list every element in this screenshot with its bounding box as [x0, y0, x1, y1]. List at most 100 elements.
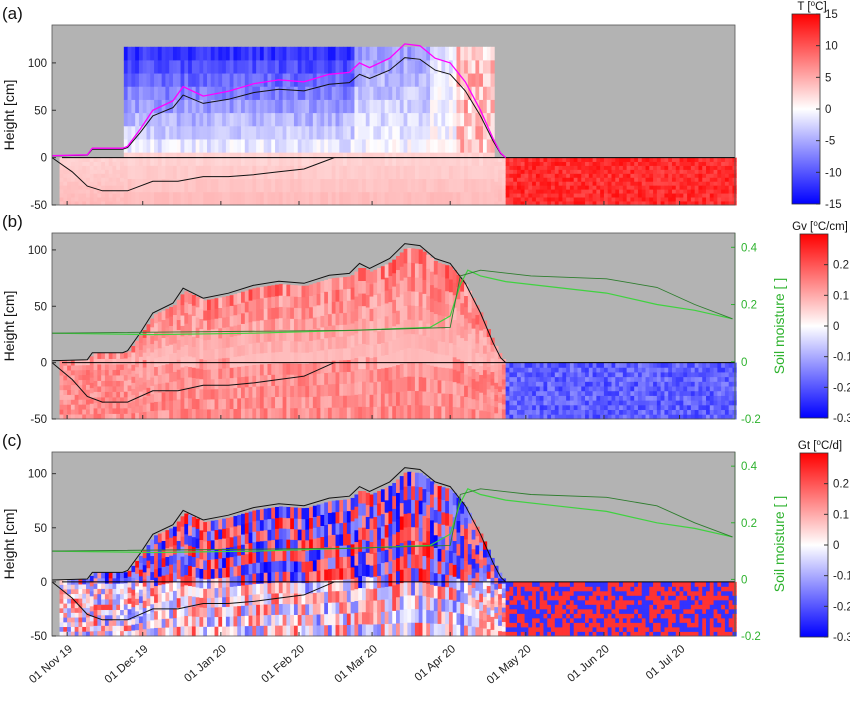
- panel-label: (a): [2, 4, 23, 23]
- heatmap-cell: [467, 99, 473, 114]
- heatmap-cell: [101, 181, 106, 186]
- heatmap-cell: [207, 521, 212, 532]
- heatmap-cell: [414, 125, 420, 140]
- heatmap-cell: [721, 165, 726, 170]
- heatmap-cell: [138, 602, 144, 610]
- heatmap-cell: [131, 191, 136, 206]
- heatmap-cell: [426, 178, 431, 193]
- heatmap-cell: [479, 112, 484, 127]
- heatmap-cell: [668, 157, 673, 162]
- heatmap-cell: [67, 399, 72, 405]
- heatmap-cell: [218, 46, 223, 61]
- heatmap-cell: [275, 86, 280, 100]
- heatmap-cell: [63, 389, 68, 395]
- heatmap-cell: [172, 626, 178, 637]
- heatmap-cell: [146, 403, 151, 412]
- heatmap-cell: [471, 46, 476, 61]
- heatmap-cell: [305, 330, 310, 342]
- heatmap-cell: [233, 125, 238, 140]
- heatmap-cell: [233, 304, 238, 316]
- heatmap-cell: [418, 390, 423, 406]
- heatmap-cell: [199, 529, 204, 541]
- heatmap-cell: [422, 391, 427, 406]
- heatmap-cell: [619, 165, 624, 170]
- heatmap-cell: [724, 169, 730, 174]
- heatmap-cell: [724, 372, 730, 378]
- heatmap-cell: [520, 362, 525, 368]
- heatmap-cell: [690, 177, 696, 182]
- heatmap-cell: [138, 615, 144, 624]
- heatmap-cell: [282, 125, 287, 140]
- heatmap-cell: [694, 201, 699, 206]
- heatmap-cell: [430, 338, 435, 353]
- heatmap-cell: [188, 112, 193, 127]
- heatmap-cell: [89, 165, 94, 170]
- heatmap-cell: [78, 607, 83, 613]
- heatmap-cell: [619, 395, 624, 401]
- heatmap-cell: [89, 366, 94, 373]
- heatmap-cell: [203, 399, 208, 410]
- heatmap-cell: [59, 375, 64, 381]
- heatmap-cell: [403, 59, 408, 74]
- heatmap-cell: [509, 185, 514, 190]
- heatmap-cell: [482, 345, 488, 354]
- heatmap-cell: [101, 391, 106, 398]
- heatmap-cell: [59, 380, 64, 386]
- heatmap-cell: [312, 328, 318, 341]
- heatmap-cell: [293, 340, 299, 353]
- heatmap-cell: [430, 178, 435, 193]
- heatmap-cell: [210, 308, 215, 320]
- heatmap-cell: [505, 400, 510, 406]
- heatmap-cell: [377, 305, 382, 319]
- heatmap-cell: [365, 356, 370, 370]
- heatmap-cell: [123, 139, 129, 153]
- heatmap-cell: [482, 377, 488, 387]
- heatmap-cell: [248, 594, 253, 606]
- heatmap-cell: [176, 569, 181, 580]
- heatmap-cell: [694, 376, 699, 382]
- heatmap-cell: [653, 367, 658, 373]
- heatmap-cell: [698, 197, 703, 202]
- heatmap-cell: [388, 152, 393, 166]
- heatmap-cell: [671, 173, 677, 178]
- heatmap-cell: [660, 197, 665, 202]
- heatmap-cell: [116, 599, 121, 605]
- heatmap-cell: [112, 588, 117, 595]
- heatmap-cell: [78, 384, 83, 390]
- heatmap-cell: [169, 152, 174, 166]
- heatmap-cell: [195, 125, 200, 140]
- heatmap-cell: [59, 201, 64, 206]
- heatmap-cell: [86, 607, 91, 613]
- heatmap-cell: [86, 197, 91, 202]
- heatmap-cell: [603, 404, 609, 411]
- heatmap-cell: [724, 390, 730, 396]
- heatmap-cell: [592, 169, 597, 174]
- heatmap-cell: [516, 197, 522, 202]
- heatmap-cell: [142, 367, 147, 375]
- heatmap-cell: [445, 86, 450, 100]
- heatmap-cell: [116, 630, 121, 637]
- heatmap-cell: [195, 518, 200, 529]
- heatmap-cell: [127, 112, 132, 127]
- heatmap-cell: [717, 173, 722, 178]
- heatmap-cell: [267, 352, 272, 364]
- heatmap-cell: [241, 574, 246, 586]
- heatmap-cell: [327, 278, 333, 291]
- heatmap-cell: [524, 201, 529, 206]
- heatmap-cell: [494, 351, 499, 359]
- heatmap-cell: [407, 125, 412, 140]
- heatmap-cell: [354, 125, 359, 140]
- heatmap-cell: [687, 395, 692, 401]
- heatmap-cell: [339, 395, 344, 408]
- heatmap-cell: [630, 372, 635, 378]
- heatmap-cell: [721, 185, 726, 190]
- heatmap-cell: [74, 193, 79, 198]
- heatmap-cell: [229, 336, 234, 348]
- heatmap-cell: [256, 386, 261, 398]
- heatmap-cell: [210, 318, 215, 330]
- heatmap-cell: [626, 193, 631, 198]
- heatmap-cell: [558, 165, 563, 170]
- heatmap-cell: [229, 305, 234, 317]
- heatmap-cell: [660, 386, 665, 392]
- heatmap-cell: [422, 59, 427, 74]
